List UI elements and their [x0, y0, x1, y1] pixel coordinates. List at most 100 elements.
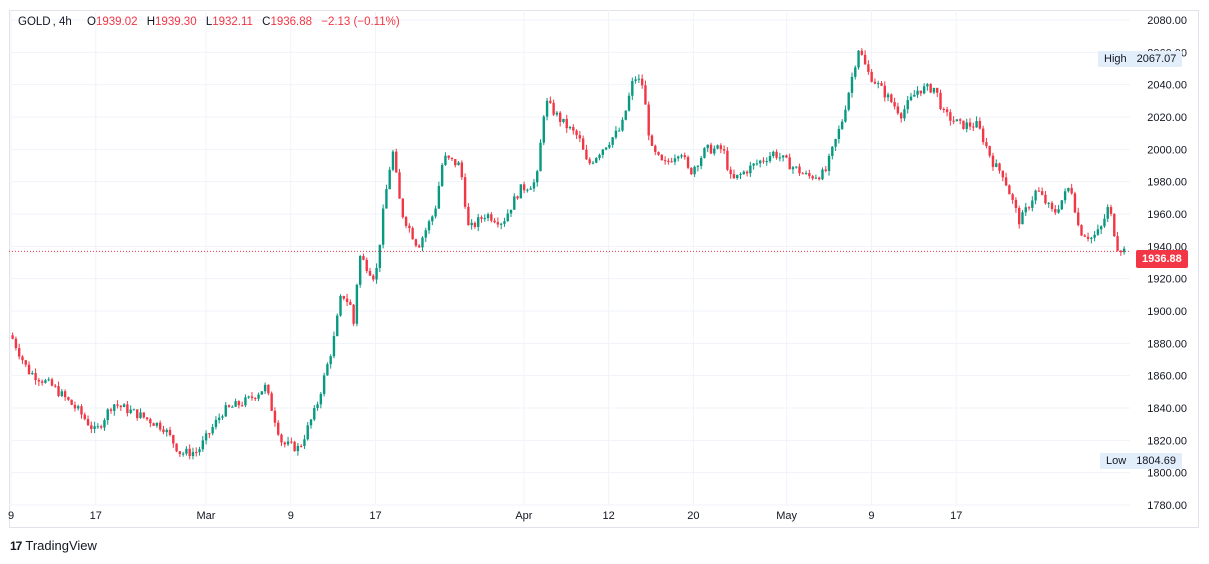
candle-body — [732, 174, 736, 179]
candle-body — [922, 86, 926, 94]
candle-body — [126, 404, 129, 414]
candle-body — [198, 449, 201, 453]
candle-body — [342, 295, 345, 299]
candle-body — [562, 118, 565, 122]
candle-body — [250, 396, 254, 398]
candle-body — [1027, 207, 1031, 209]
candle-body — [175, 443, 178, 452]
candle-body — [798, 166, 801, 174]
y-tick-label: 1800.00 — [1147, 468, 1187, 480]
candle-body — [1106, 207, 1109, 219]
candle-body — [624, 110, 627, 120]
x-tick-label: 12 — [603, 510, 615, 522]
candle-body — [578, 135, 582, 139]
candle-body — [811, 176, 814, 179]
candle-body — [516, 196, 519, 199]
candle-body — [17, 348, 21, 357]
candle-body — [536, 171, 539, 183]
candle-body — [568, 126, 572, 129]
y-tick-label: 1960.00 — [1147, 209, 1187, 221]
candle-body — [539, 142, 542, 172]
candle-body — [863, 54, 867, 65]
candle-body — [378, 244, 382, 268]
candle-body — [565, 118, 568, 129]
candle-body — [745, 171, 749, 174]
candle-body — [132, 409, 136, 411]
tradingview-brand[interactable]: 17 TradingView — [10, 538, 97, 553]
low-badge: Low 1804.69 — [1100, 453, 1182, 469]
candle-body — [172, 435, 175, 444]
candle-body — [60, 391, 64, 396]
legend-close: 1936.88 — [270, 16, 313, 28]
candle-body — [480, 217, 483, 219]
candle-body — [886, 94, 890, 98]
candle-body — [208, 433, 211, 435]
candle-body — [306, 425, 309, 440]
candle-body — [152, 423, 155, 426]
candle-body — [217, 417, 221, 420]
legend-high: 1939.30 — [155, 16, 197, 28]
candle-body — [654, 145, 657, 152]
candle-body — [814, 177, 818, 179]
candle-body — [109, 409, 113, 411]
candle-body — [972, 126, 975, 128]
candle-body — [831, 146, 834, 156]
candle-body — [581, 138, 585, 150]
candle-body — [296, 445, 300, 452]
candle-body — [332, 336, 336, 357]
candle-body — [1011, 194, 1014, 200]
candle-body — [588, 159, 591, 164]
candle-body — [981, 128, 985, 143]
candle-body — [1116, 236, 1119, 251]
candle-body — [352, 304, 355, 324]
candle-body — [1031, 200, 1034, 208]
candle-body — [958, 119, 962, 121]
candle-body — [80, 406, 83, 415]
candle-body — [1093, 234, 1096, 238]
candle-body — [1080, 225, 1083, 236]
candle-body — [598, 154, 601, 158]
candle-body — [1004, 177, 1008, 186]
candle-body — [942, 109, 945, 111]
candle-body — [952, 120, 955, 122]
legend-symbol: GOLD — [18, 16, 51, 28]
candle-body — [483, 218, 486, 220]
candle-body — [1014, 199, 1018, 209]
brand-name: TradingView — [25, 538, 97, 553]
candle-body — [401, 198, 405, 218]
y-tick-label: 1840.00 — [1147, 403, 1187, 415]
candle-body — [896, 106, 900, 114]
chart-frame[interactable] — [9, 10, 1199, 528]
candle-body — [136, 409, 139, 419]
candle-body — [375, 267, 378, 280]
candle-body — [608, 144, 611, 148]
candle-body — [522, 184, 526, 191]
candle-body — [417, 245, 421, 248]
y-tick-label: 2040.00 — [1147, 80, 1187, 92]
x-tick-label: 9 — [288, 510, 294, 522]
y-tick-label: 1880.00 — [1147, 338, 1187, 350]
high-badge-value: 2067.07 — [1136, 53, 1177, 65]
candle-body — [703, 148, 706, 158]
candle-body — [165, 429, 168, 433]
candle-body — [231, 406, 234, 408]
candle-body — [493, 220, 496, 223]
candle-body — [178, 451, 182, 455]
candle-body — [558, 112, 562, 122]
candle-body — [1086, 236, 1090, 239]
low-badge-value: 1804.69 — [1136, 455, 1176, 467]
candle-body — [158, 422, 162, 430]
candle-body — [37, 380, 41, 382]
candle-body — [490, 214, 493, 221]
candle-body — [1001, 170, 1005, 178]
y-tick-label: 1920.00 — [1147, 274, 1187, 286]
tradingview-logo-icon: 17 — [10, 538, 22, 553]
legend-low: 1932.11 — [212, 16, 253, 28]
candle-body — [647, 104, 650, 136]
candle-body — [765, 161, 768, 163]
candle-body — [739, 174, 742, 176]
candle-body — [621, 119, 624, 131]
x-tick-label: Mar — [197, 510, 216, 522]
candle-body — [204, 433, 208, 441]
